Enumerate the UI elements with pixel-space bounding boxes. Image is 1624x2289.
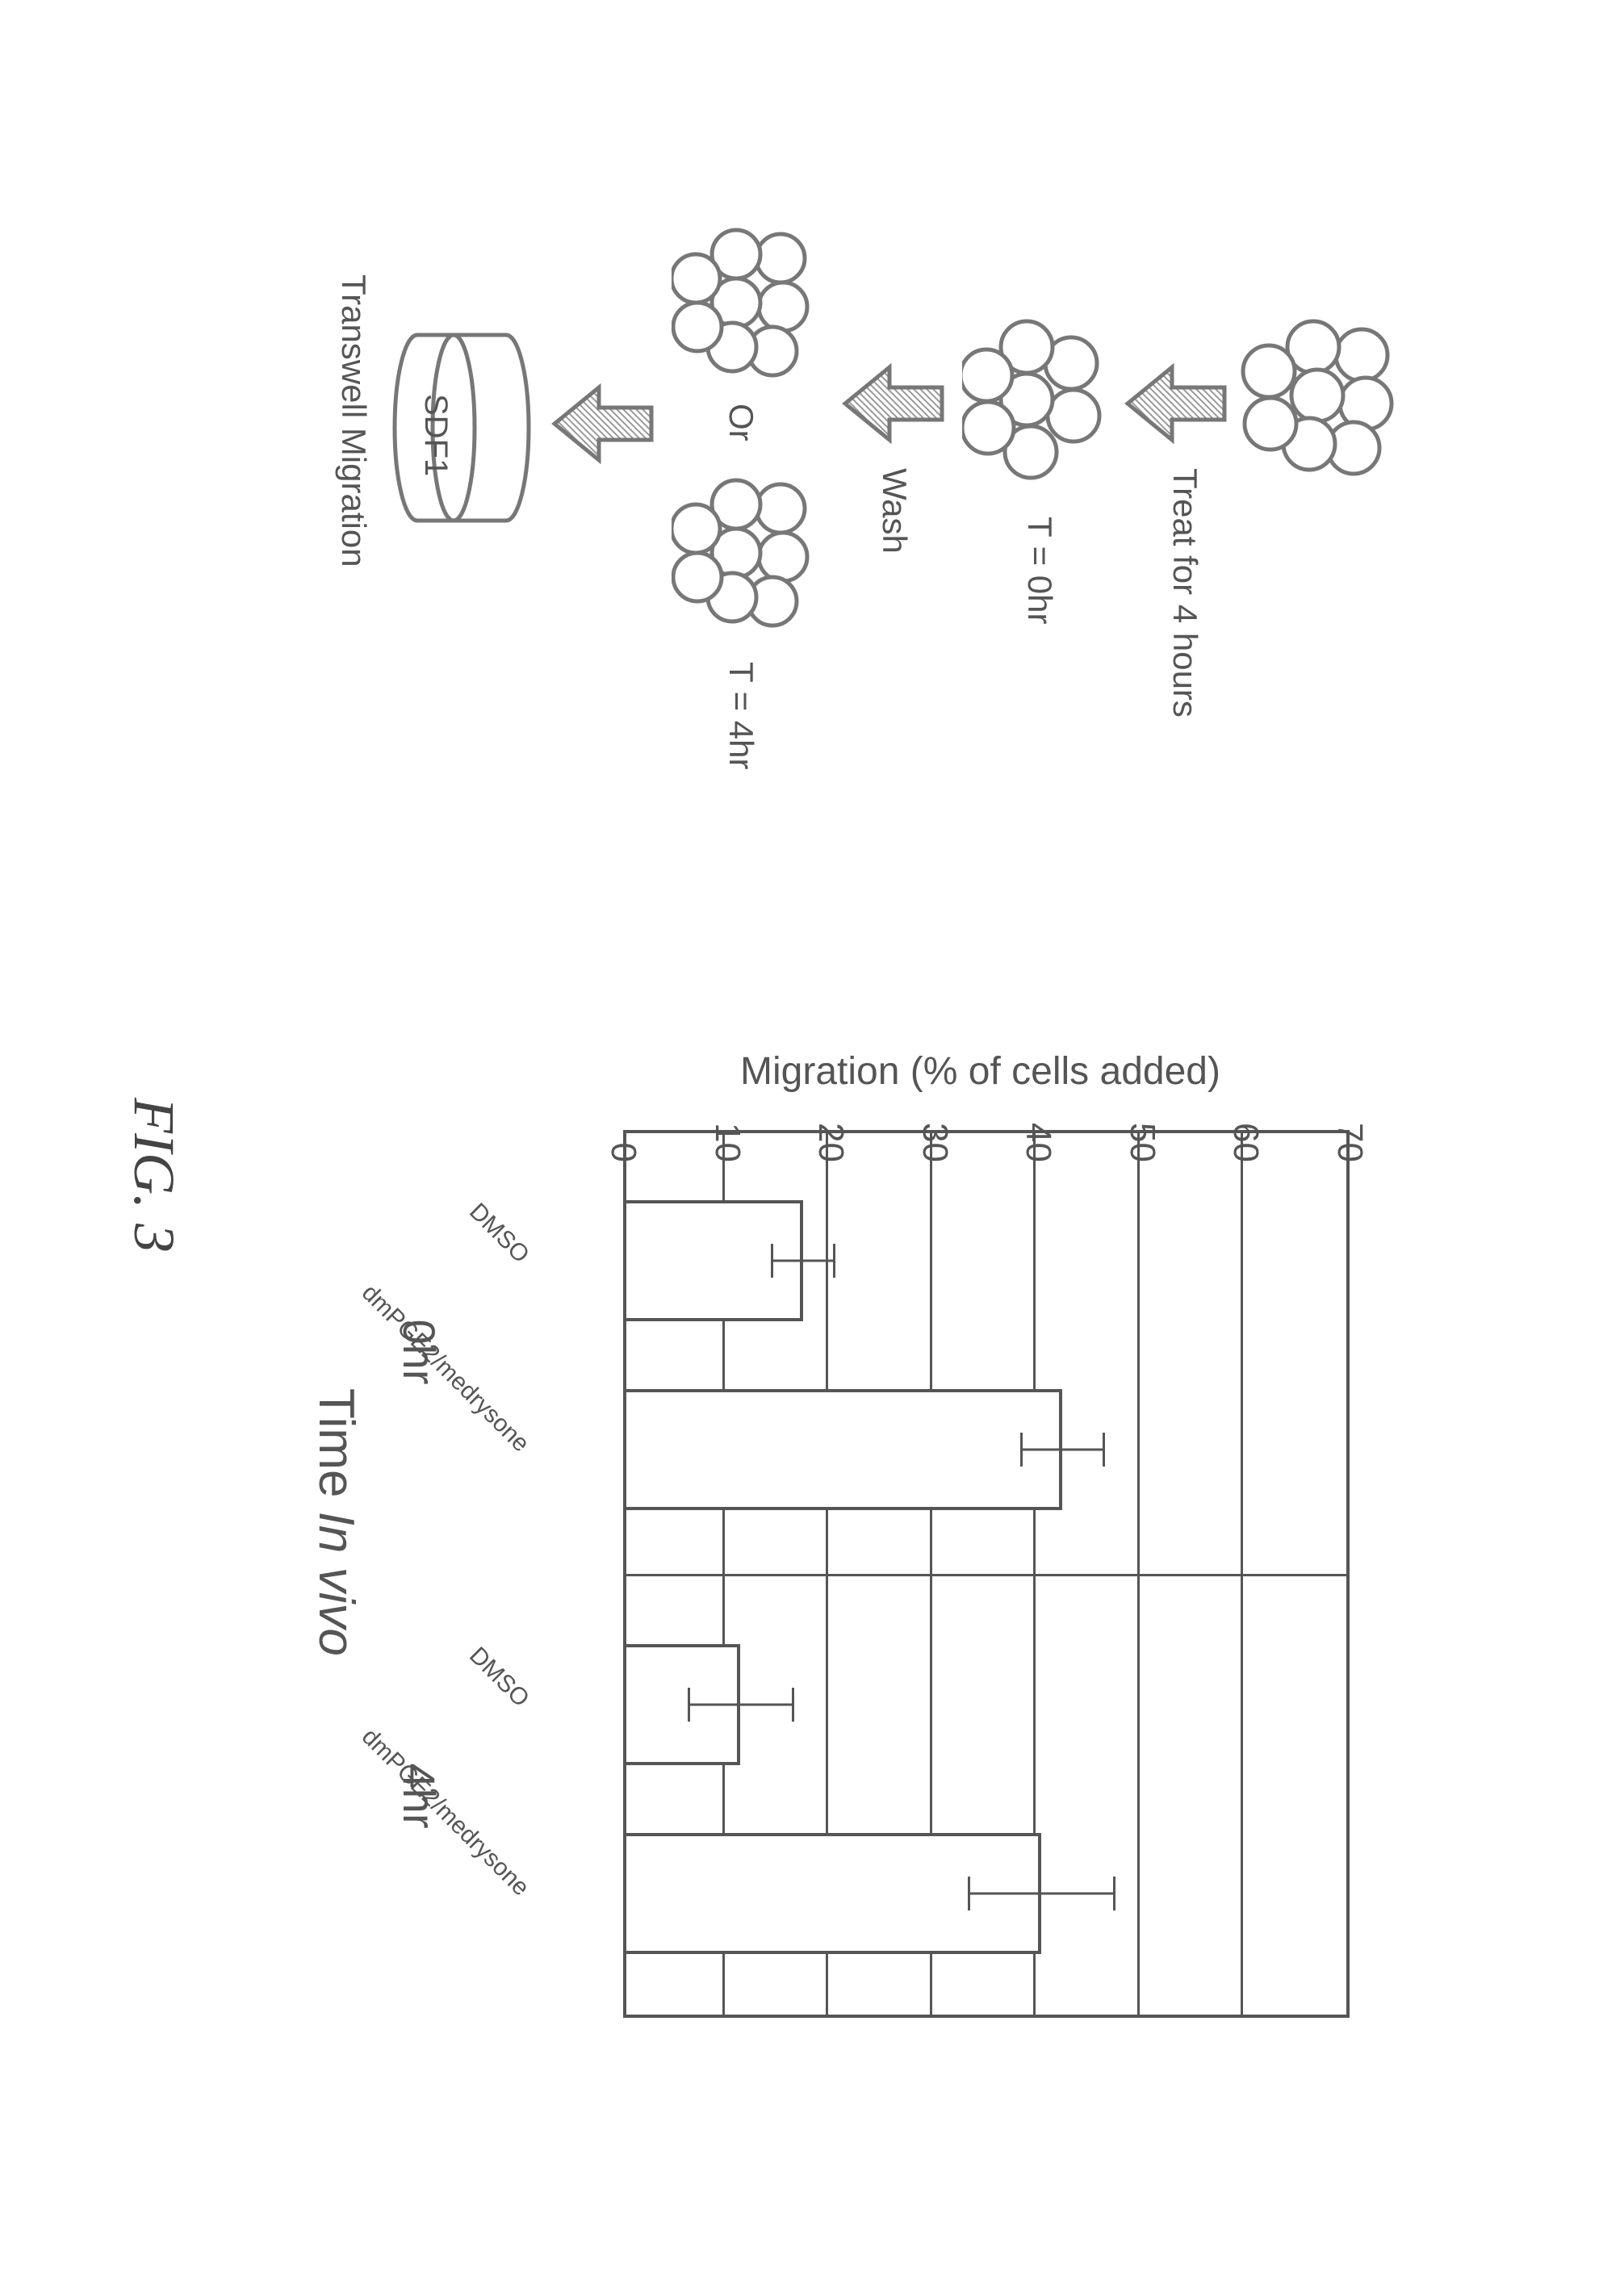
flow-label-or: Or [722, 404, 760, 441]
arrow-1 [1124, 363, 1228, 444]
y-tick-label: 70 [1329, 1098, 1370, 1162]
chart-vertical-divider [626, 1574, 1346, 1576]
flow-label-t0: T = 0hr [1020, 517, 1059, 624]
migration-bar-chart: Migration (% of cells added) 0 10 20 30 40 50… [333, 985, 1382, 2074]
y-tick-label: 20 [810, 1098, 851, 1162]
flow-label-t4: T = 4hr [722, 662, 760, 769]
well-caption: Transwell Migration [334, 274, 373, 567]
x-category-label: DMSO [463, 1642, 534, 1714]
y-tick-label: 60 [1225, 1098, 1266, 1162]
y-tick-label: 40 [1018, 1098, 1058, 1162]
bar [626, 1389, 1062, 1510]
chart-y-title: Migration (% of cells added) [740, 1049, 1220, 1094]
flow-label-wash: Wash [875, 468, 914, 554]
y-tick-label: 0 [603, 1098, 643, 1162]
well-inner-label: SDF1 [417, 394, 454, 476]
cell-cluster-2 [962, 307, 1107, 500]
cell-cluster-1 [1237, 307, 1398, 500]
cell-cluster-3a [672, 210, 817, 387]
chart-x-title: Time In vivo [308, 1388, 365, 1656]
y-tick-label: 10 [707, 1098, 747, 1162]
figure-label: FIG. 3 [120, 1098, 187, 1253]
arrow-2 [841, 363, 946, 444]
cell-cluster-3b [672, 460, 817, 638]
flowchart-panel: Treat for 4 hours T = 0hr [268, 258, 1398, 823]
flow-label-treat: Treat for 4 hours [1166, 468, 1204, 718]
x-category-label: DMSO [463, 1199, 534, 1270]
chart-plot-area [623, 1130, 1350, 2018]
y-tick-label: 30 [915, 1098, 955, 1162]
y-tick-label: 50 [1122, 1098, 1162, 1162]
transwell-well: SDF1 [385, 323, 534, 533]
x-group-4hr: 4hr [393, 1574, 446, 2018]
x-group-0hr: 0hr [393, 1130, 446, 1574]
arrow-3 [550, 383, 655, 464]
